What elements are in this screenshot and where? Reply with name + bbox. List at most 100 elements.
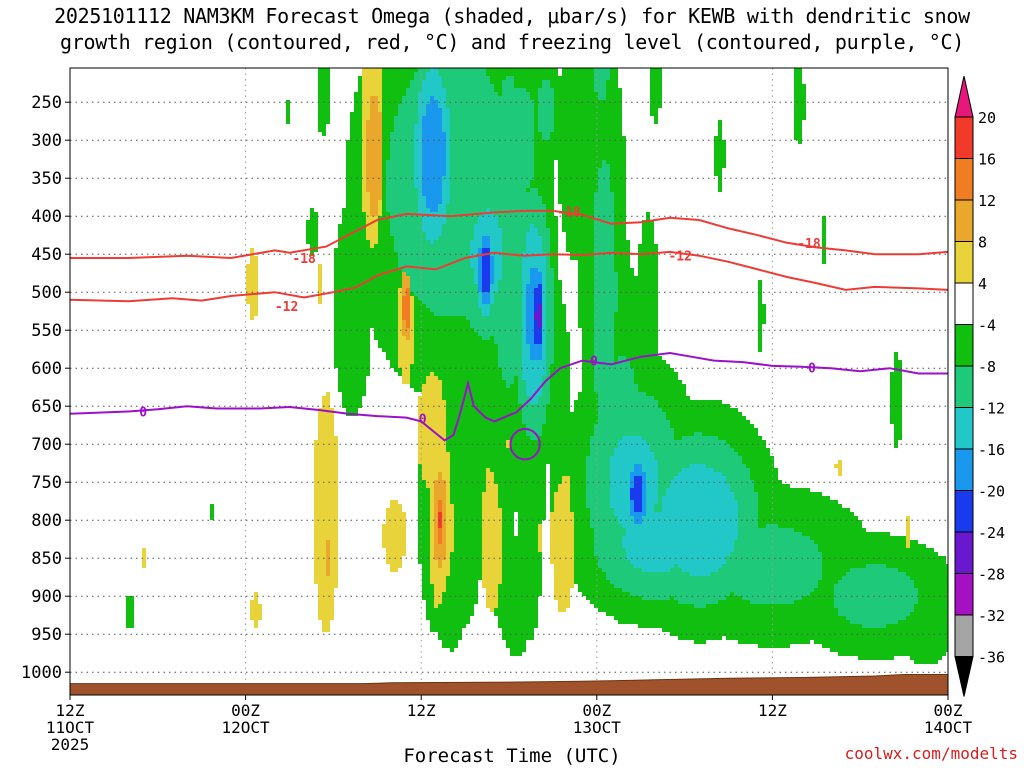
- omega-cell: [546, 332, 554, 336]
- omega-cell: [410, 300, 414, 304]
- omega-cell: [250, 304, 258, 308]
- omega-cell: [382, 136, 390, 140]
- y-tick-label: 450: [31, 245, 62, 265]
- omega-cell: [714, 152, 726, 156]
- omega-cell: [350, 132, 362, 136]
- omega-cell: [514, 76, 594, 80]
- omega-cell: [638, 272, 658, 276]
- omega-cell: [422, 580, 430, 584]
- omega-cell: [502, 560, 542, 564]
- omega-cell: [618, 440, 646, 444]
- omega-cell: [542, 196, 554, 200]
- omega-cell: [438, 512, 442, 516]
- omega-cell: [398, 344, 414, 348]
- omega-cell: [542, 376, 550, 380]
- omega-cell: [550, 244, 558, 248]
- omega-cell: [418, 96, 430, 100]
- omega-cell: [382, 192, 386, 196]
- omega-cell: [662, 500, 738, 504]
- omega-cell: [558, 176, 598, 180]
- omega-cell: [906, 616, 948, 620]
- omega-cell: [398, 316, 402, 320]
- omega-cell: [614, 448, 650, 452]
- omega-cell: [502, 636, 534, 640]
- omega-cell: [246, 296, 258, 300]
- omega-cell: [446, 136, 450, 140]
- omega-cell: [478, 220, 498, 224]
- omega-cell: [666, 412, 742, 416]
- colorbar-label: 8: [978, 234, 987, 252]
- omega-cell: [482, 504, 498, 508]
- omega-cell: [438, 524, 442, 528]
- omega-cell: [514, 80, 542, 84]
- omega-cell: [526, 332, 534, 336]
- omega-cell: [510, 384, 518, 388]
- omega-cell: [378, 204, 382, 208]
- omega-cell: [890, 388, 902, 392]
- omega-cell: [354, 100, 362, 104]
- omega-cell: [362, 84, 382, 88]
- omega-cell: [550, 132, 622, 136]
- omega-cell: [794, 136, 802, 140]
- omega-cell: [334, 360, 370, 364]
- omega-cell: [526, 304, 534, 308]
- omega-cell: [622, 588, 814, 592]
- omega-cell: [386, 356, 398, 360]
- omega-cell: [550, 384, 570, 388]
- omega-cell: [714, 136, 722, 140]
- omega-cell: [606, 572, 690, 576]
- omega-cell: [586, 488, 610, 492]
- omega-cell: [658, 476, 674, 480]
- omega-cell: [442, 224, 474, 228]
- omega-cell: [450, 148, 534, 152]
- omega-cell: [526, 292, 534, 296]
- omega-cell: [430, 564, 438, 568]
- omega-cell: [530, 400, 538, 404]
- omega-cell: [482, 268, 490, 272]
- omega-cell: [434, 520, 438, 524]
- omega-cell: [350, 128, 362, 132]
- y-tick-label: 900: [31, 587, 62, 607]
- omega-cell: [594, 552, 626, 556]
- omega-cell: [410, 384, 422, 388]
- omega-cell: [650, 100, 662, 104]
- x-tick-label: 00Z: [231, 701, 260, 720]
- omega-cell: [554, 320, 566, 324]
- omega-cell: [326, 548, 330, 552]
- omega-cell: [546, 340, 554, 344]
- omega-cell: [834, 600, 918, 604]
- omega-cell: [522, 260, 546, 264]
- omega-cell: [394, 116, 418, 120]
- omega-cell: [550, 136, 626, 140]
- omega-cell: [526, 336, 534, 340]
- omega-cell: [378, 224, 390, 228]
- omega-cell: [378, 228, 390, 232]
- omega-cell: [398, 336, 406, 340]
- omega-cell: [454, 532, 482, 536]
- omega-cell: [362, 176, 366, 180]
- omega-cell: [210, 512, 214, 516]
- omega-cell: [442, 476, 450, 480]
- omega-cell: [246, 300, 258, 304]
- omega-cell: [554, 332, 570, 336]
- omega-cell: [490, 240, 502, 244]
- omega-cell: [614, 268, 634, 272]
- omega-cell: [426, 376, 438, 380]
- omega-cell: [578, 264, 594, 268]
- omega-cell: [442, 80, 490, 84]
- omega-cell: [542, 200, 554, 204]
- omega-cell: [434, 512, 438, 516]
- omega-cell: [494, 276, 502, 280]
- omega-cell: [498, 220, 546, 224]
- omega-cell: [370, 196, 382, 200]
- omega-cell: [250, 312, 258, 316]
- omega-cell: [890, 392, 902, 396]
- omega-cell: [542, 280, 546, 284]
- omega-cell: [450, 452, 590, 456]
- omega-cell: [470, 320, 522, 324]
- omega-cell: [402, 272, 406, 276]
- omega-cell: [418, 412, 446, 416]
- omega-cell: [334, 296, 398, 300]
- omega-cell: [450, 136, 534, 140]
- omega-cell: [594, 356, 614, 360]
